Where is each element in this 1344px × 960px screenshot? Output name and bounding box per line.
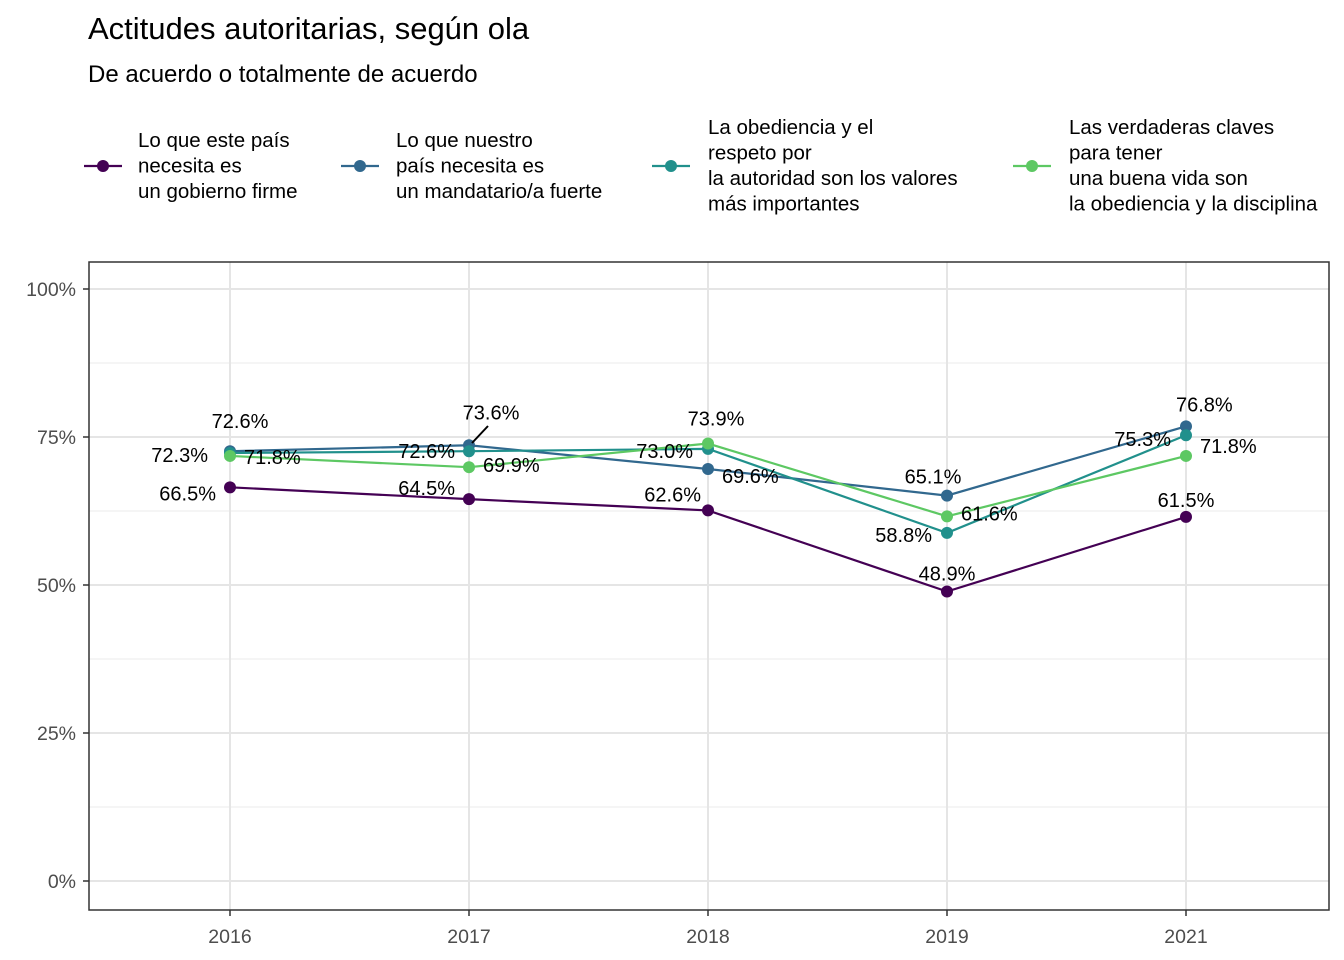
data-label: 66.5% [159,483,216,505]
data-label: 73.0% [636,441,693,463]
plot-border [88,261,1330,911]
x-tick-label: 2019 [925,926,968,948]
plot-area: 0% 25% 50% 75% 100% 2016 2017 2018 2019 2021 66.5%… [26,261,1330,948]
data-point [941,526,953,539]
y-tick-label: 75% [37,427,76,449]
legend-label: Lo que este país necesita es un gobierno f… [138,129,298,203]
data-label: 72.3% [151,445,208,467]
legend-key-point [354,160,366,172]
data-point [463,493,475,506]
data-point [224,481,236,494]
data-label: 71.8% [1200,436,1257,458]
data-point [702,437,714,450]
data-point [463,445,475,458]
legend-label: Lo que nuestro país necesita es un mandata… [396,129,602,203]
data-label: 73.9% [688,409,745,431]
y-tick-label: 0% [48,871,76,893]
y-tick-label: 50% [37,575,76,597]
legend-label: Las verdaderas claves para tener una buena… [1069,116,1318,216]
data-label: 72.6% [212,411,269,433]
x-tick-label: 2021 [1164,926,1207,948]
data-point [941,489,953,502]
x-tick-label: 2018 [686,926,729,948]
data-label: 48.9% [919,564,976,586]
data-point [224,449,236,462]
chart-subtitle: De acuerdo o totalmente de acuerdo [88,61,478,88]
data-label: 58.8% [875,525,932,547]
data-label: 71.8% [244,447,301,469]
data-label: 65.1% [905,467,962,489]
legend-key-point [97,160,109,172]
y-tick-label: 25% [37,723,76,745]
data-point [702,462,714,475]
x-tick-label: 2016 [208,926,251,948]
chart-title: Actitudes autoritarias, según ola [88,11,530,46]
data-point [1180,429,1192,442]
data-label: 64.5% [398,478,455,500]
data-point [702,504,714,517]
legend-key-point [1026,160,1038,172]
data-label: 69.9% [483,455,540,477]
legend-key-point [665,160,677,172]
data-label: 62.6% [644,484,701,506]
data-point [941,510,953,523]
data-point [941,585,953,598]
data-label: 72.6% [398,441,455,463]
data-point [1180,449,1192,462]
x-tick-label: 2017 [447,926,490,948]
data-point [1180,510,1192,523]
y-tick-label: 100% [26,279,76,301]
data-label: 76.8% [1176,394,1233,416]
data-label: 61.5% [1158,490,1215,512]
data-label: 61.6% [961,503,1018,525]
legend-label: La obediencia y el respeto por la autorida… [708,116,958,216]
data-point [463,461,475,474]
label-leader-line [471,425,489,444]
legend: Lo que este país necesita es un gobierno f… [84,116,1318,216]
data-point [1180,420,1192,433]
data-label: 75.3% [1114,429,1171,451]
data-label: 69.6% [722,466,779,488]
data-label: 73.6% [463,402,520,424]
